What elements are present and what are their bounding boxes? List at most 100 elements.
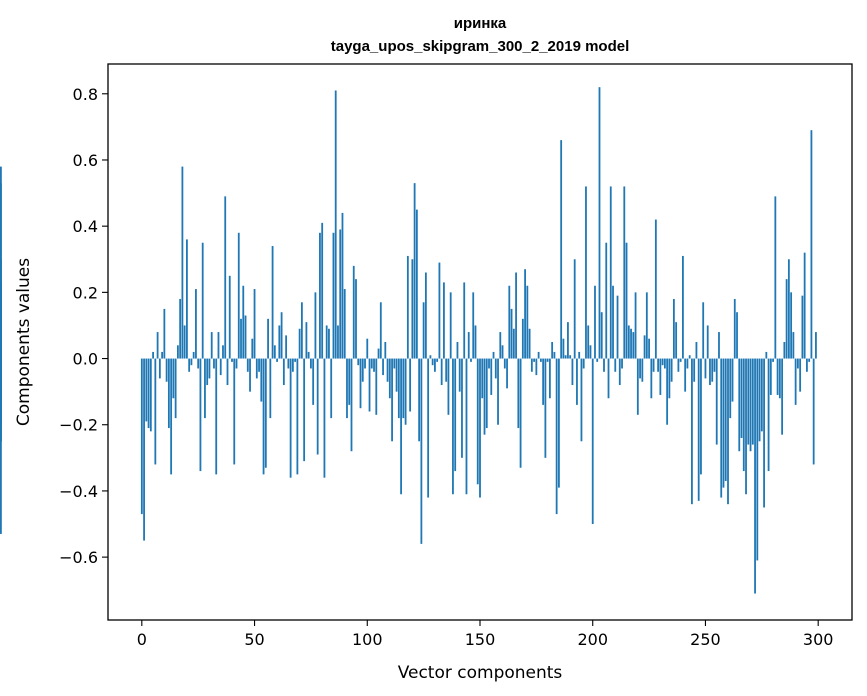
bar-291 [796,358,799,369]
bar-31 [210,332,213,359]
bar-35 [219,358,222,376]
bar-106 [379,302,382,359]
bar-74 [307,351,310,359]
y-tick-label: −0.2 [59,416,98,435]
bar-193 [576,358,578,405]
bar-151 [481,358,484,399]
bar-118 [406,255,409,359]
bar-17 [179,298,182,359]
bar-139 [454,358,457,472]
bar-71 [300,302,303,359]
bar-187 [562,338,565,359]
bar-119 [409,358,412,412]
bar-196 [582,358,585,369]
bar-29 [206,358,209,386]
bar-255 [715,358,718,445]
bar-192 [573,259,576,359]
bar-4 [149,358,152,432]
y-tick-label: −0.6 [59,548,98,567]
bar-76 [312,358,315,405]
bar-236 [672,298,675,359]
bar-293 [801,295,804,359]
bar-297 [810,130,813,359]
y-tick-label: 0.6 [73,151,98,170]
bar-247 [697,358,700,501]
bar-169 [521,318,524,359]
bar-229 [657,358,660,372]
x-tick-label: 300 [803,630,834,649]
bar-84 [330,358,333,419]
bar-125 [422,302,425,359]
bar-75 [310,358,312,369]
bar-109 [386,358,389,382]
bar-213 [621,358,623,369]
bar-22 [190,358,193,366]
bar-11 [165,358,168,382]
bar-49 [251,338,254,359]
bar-19 [183,325,186,359]
bar-295 [806,358,808,372]
bar-241 [684,358,687,392]
bar-283 [778,358,781,399]
bar-97 [359,358,362,409]
bar-105 [377,348,380,359]
bar-24 [195,289,197,359]
bar-134 [443,282,445,359]
bar-58 [271,246,274,359]
bar-140 [456,342,459,359]
bar-211 [616,295,619,359]
bar-83 [328,328,330,359]
bar-104 [375,358,378,415]
bar-184 [555,358,558,515]
bar-228 [654,219,657,359]
bar-28 [204,358,206,419]
bar-287 [787,259,790,359]
bar-148 [474,325,477,359]
bar-172 [528,328,531,359]
bar-0 [140,358,143,515]
bar-131 [436,358,439,362]
bar-61 [278,325,281,359]
bar-215 [625,242,628,359]
bar-7 [156,332,159,359]
bar-223 [643,335,646,359]
bar-245 [693,358,696,382]
x-tick-label: 100 [352,630,383,649]
bar-128 [429,355,432,359]
bar-149 [476,358,479,485]
bar-16 [176,345,179,359]
bar-279 [769,358,772,395]
bar-67 [291,358,294,372]
bar-80 [321,222,324,359]
bar-282 [776,358,779,395]
bar-260 [727,358,729,505]
bar-130 [434,358,436,372]
bar-82 [325,325,328,359]
bar-231 [661,358,664,366]
bar-114 [397,358,400,419]
bar-90 [343,289,346,359]
bar-278 [767,358,770,472]
bar-12 [167,358,170,429]
bar-144 [465,358,468,495]
bar-37 [224,196,227,359]
bar-34 [217,332,220,359]
bar-206 [605,242,608,359]
bar-81 [323,358,326,478]
bar-65 [287,358,290,369]
bar-107 [382,358,384,376]
bar-55 [264,358,267,468]
bar-164 [510,308,513,359]
bar-69 [296,358,299,475]
bar-239 [679,358,682,362]
y-axis-ticks: −0.6 −0.4 −0.2 0.0 0.2 0.4 0.6 0.8 [59,85,108,567]
bar-20 [186,239,188,359]
bar-62 [280,312,283,359]
bar-186 [560,140,563,359]
bar-257 [720,358,723,498]
bar-102 [370,358,373,369]
bar-160 [501,345,504,359]
bar-15 [174,358,177,419]
bar-101 [368,358,371,412]
bar-50 [253,289,256,359]
